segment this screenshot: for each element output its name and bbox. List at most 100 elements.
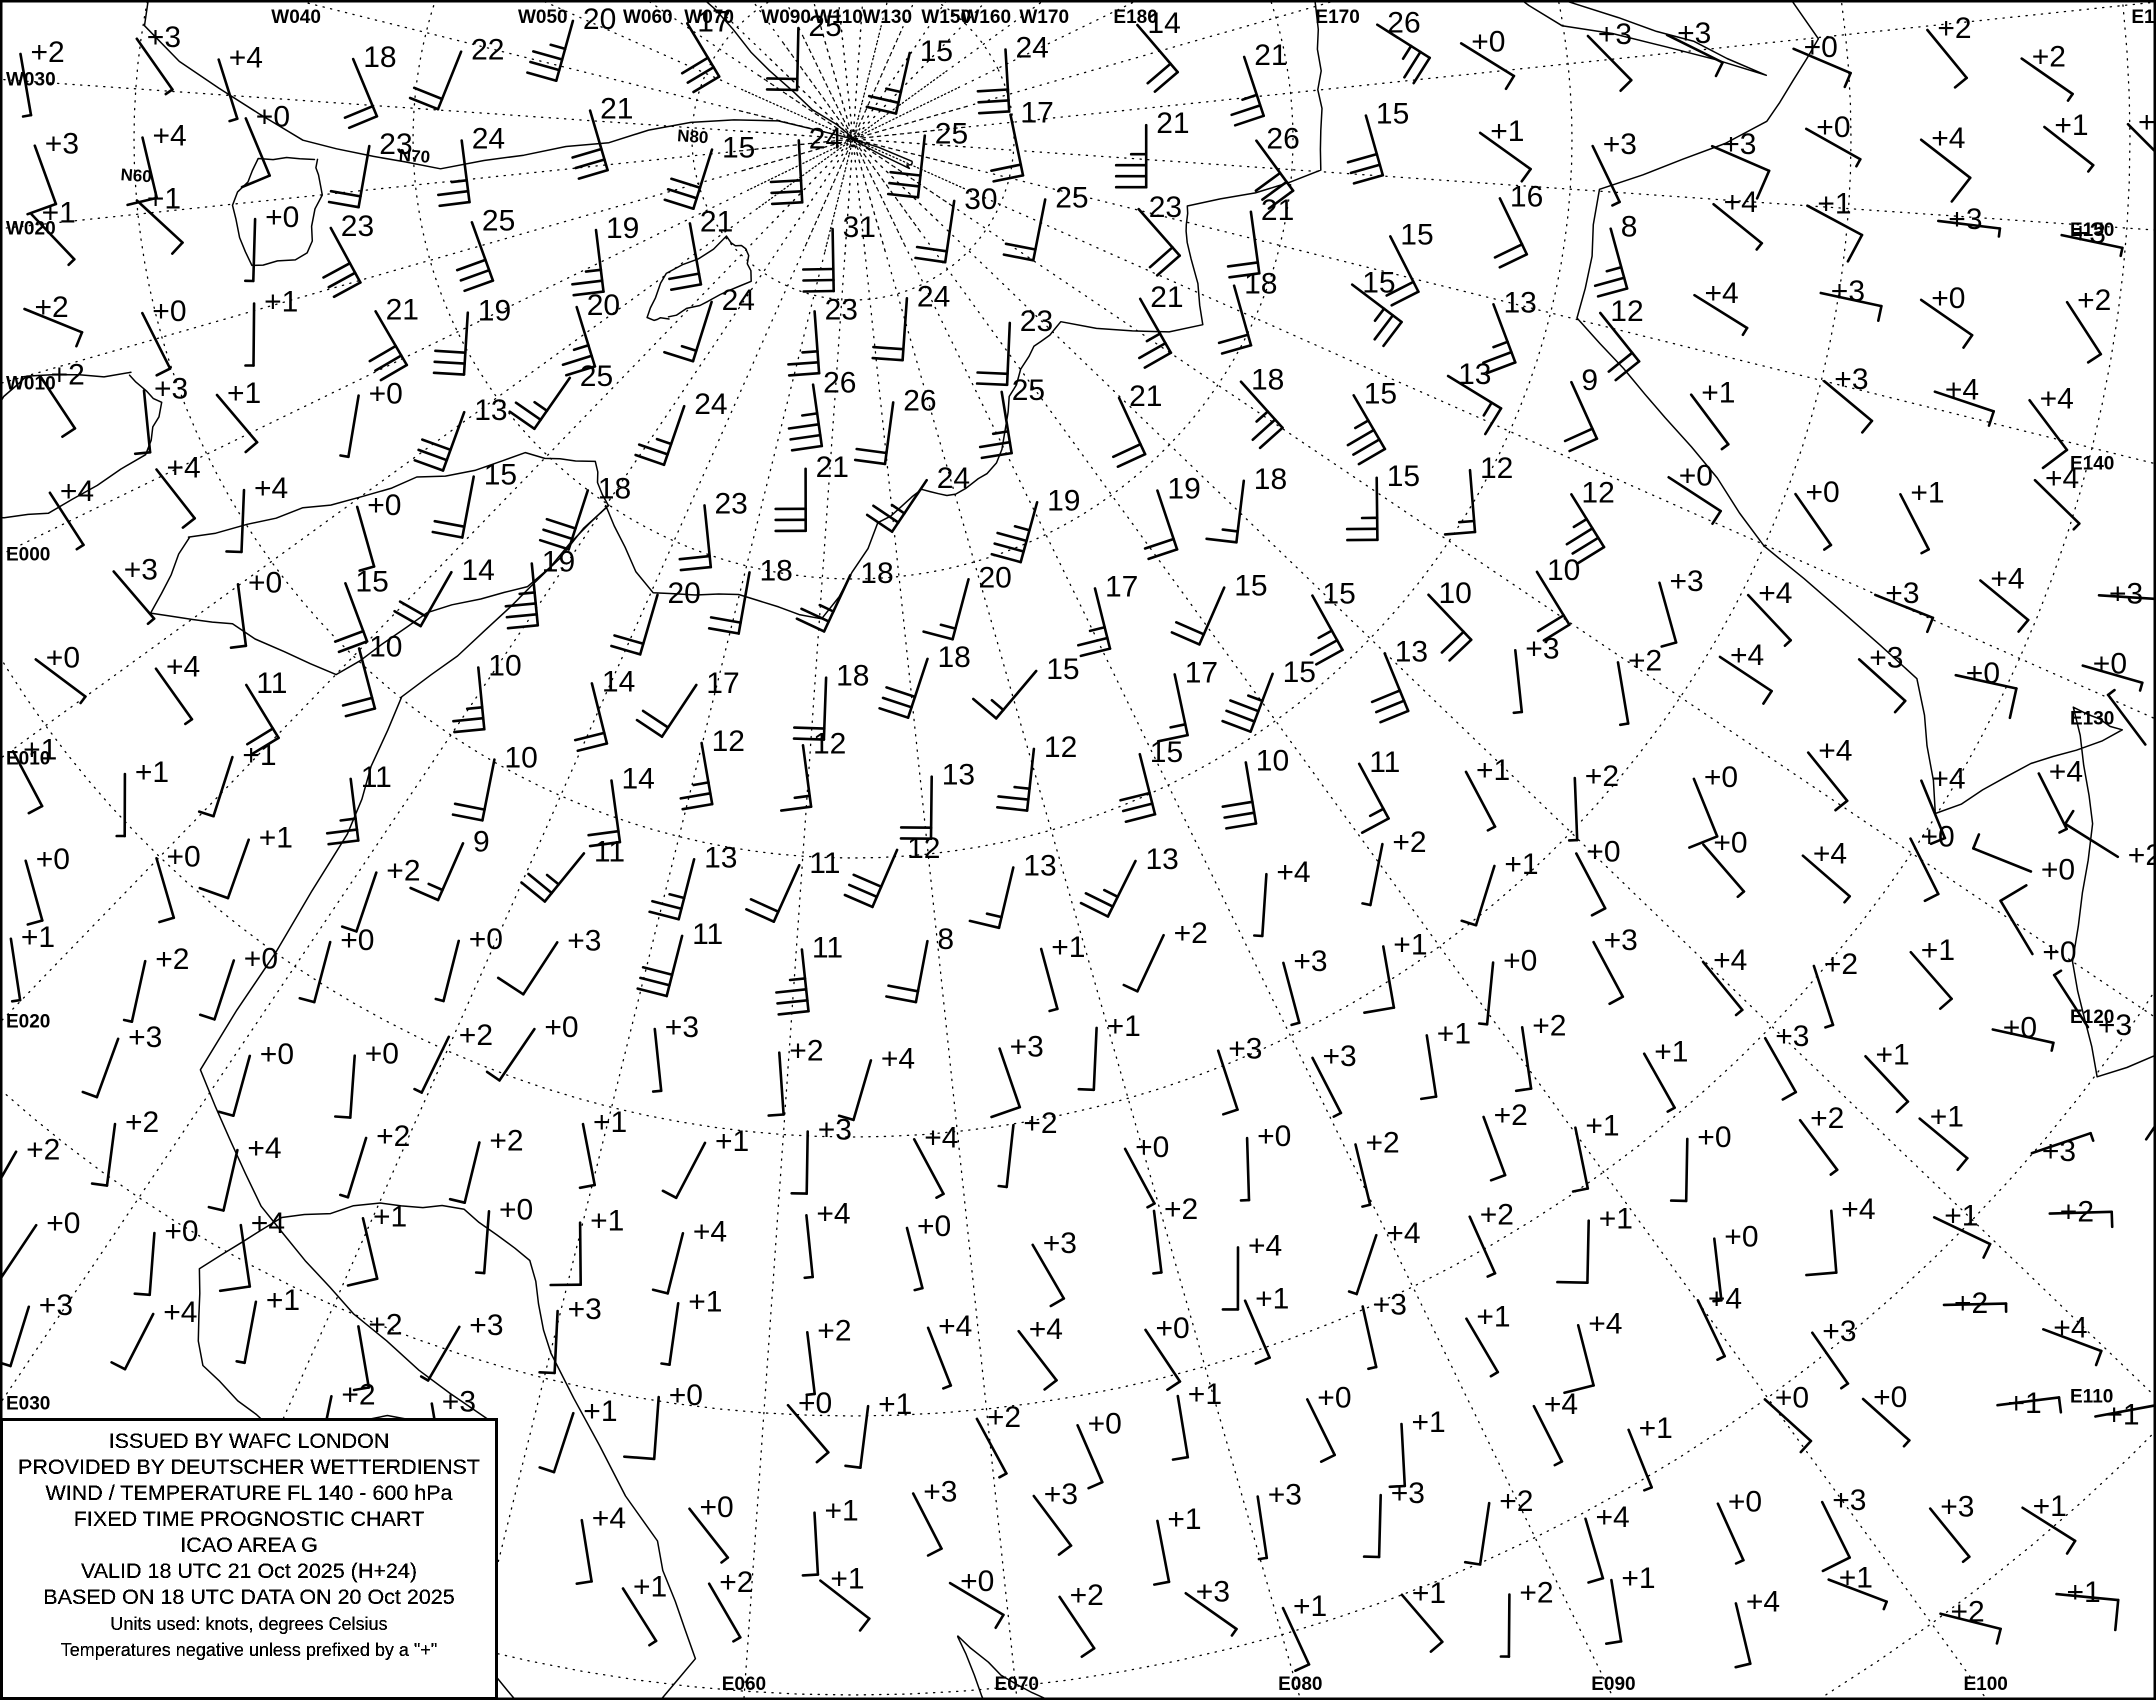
svg-text:19: 19: [478, 295, 511, 328]
svg-text:Units used: knots, degrees Cel: Units used: knots, degrees Celsius: [110, 1614, 387, 1634]
svg-text:E150: E150: [2070, 220, 2114, 241]
svg-text:+3: +3: [1010, 1031, 1044, 1064]
svg-text:15: 15: [920, 35, 953, 68]
svg-text:13: 13: [1146, 843, 1179, 876]
svg-text:+3: +3: [1722, 128, 1756, 161]
svg-text:+3: +3: [1598, 18, 1632, 51]
svg-text:+3: +3: [665, 1011, 699, 1044]
svg-text:+4: +4: [2049, 756, 2083, 789]
svg-text:15: 15: [1364, 377, 1397, 410]
svg-text:+4: +4: [1708, 1282, 1742, 1315]
svg-text:+4: +4: [1818, 735, 1852, 768]
svg-text:+3: +3: [567, 924, 601, 957]
svg-text:+0: +0: [1088, 1407, 1122, 1440]
svg-text:19: 19: [542, 546, 575, 579]
svg-text:12: 12: [907, 832, 940, 865]
svg-text:+4: +4: [693, 1215, 727, 1248]
svg-text:21: 21: [1254, 39, 1287, 72]
svg-text:+1: +1: [1817, 188, 1851, 221]
svg-text:14: 14: [461, 554, 494, 587]
svg-text:E010: E010: [6, 748, 50, 769]
svg-text:+1: +1: [1930, 1101, 1964, 1134]
svg-text:13: 13: [474, 394, 507, 427]
svg-text:+3: +3: [1948, 203, 1982, 236]
svg-text:+0: +0: [1503, 945, 1537, 978]
svg-text:+2: +2: [1824, 948, 1858, 981]
svg-text:+1: +1: [1876, 1038, 1910, 1071]
svg-text:8: 8: [1621, 211, 1638, 244]
svg-text:+0: +0: [260, 1038, 294, 1071]
svg-text:W010: W010: [6, 373, 56, 394]
svg-text:+3: +3: [1603, 128, 1637, 161]
svg-text:+1: +1: [1167, 1503, 1201, 1536]
svg-text:+4: +4: [1724, 186, 1758, 219]
svg-text:W130: W130: [862, 7, 912, 28]
svg-text:+0: +0: [1697, 1121, 1731, 1154]
svg-text:20: 20: [668, 577, 701, 610]
svg-text:+1: +1: [373, 1200, 407, 1233]
svg-text:W070: W070: [684, 7, 734, 28]
svg-text:+0: +0: [167, 840, 201, 873]
svg-text:20: 20: [587, 289, 620, 322]
svg-text:+2: +2: [1937, 12, 1971, 45]
svg-text:+1: +1: [1188, 1378, 1222, 1411]
svg-text:12: 12: [1610, 295, 1643, 328]
svg-text:+1: +1: [1293, 1590, 1327, 1623]
svg-text:15: 15: [1046, 653, 1079, 686]
svg-text:+2: +2: [459, 1019, 493, 1052]
svg-text:14: 14: [622, 763, 655, 796]
svg-text:26: 26: [1266, 123, 1299, 156]
svg-text:+1: +1: [227, 377, 261, 410]
svg-text:12: 12: [813, 727, 846, 760]
svg-text:13: 13: [1023, 850, 1056, 883]
svg-text:+4: +4: [1841, 1193, 1875, 1226]
svg-text:14: 14: [602, 665, 635, 698]
svg-text:25: 25: [482, 204, 515, 237]
svg-text:+2: +2: [2032, 41, 2066, 74]
svg-text:+4: +4: [1276, 856, 1310, 889]
svg-text:+4: +4: [153, 120, 187, 153]
svg-text:15: 15: [1150, 736, 1183, 769]
svg-text:+0: +0: [669, 1379, 703, 1412]
svg-text:+3: +3: [1228, 1033, 1262, 1066]
svg-text:+4: +4: [254, 472, 288, 505]
svg-text:21: 21: [1129, 380, 1162, 413]
svg-text:W150: W150: [921, 7, 971, 28]
svg-text:+3: +3: [1775, 1020, 1809, 1053]
svg-text:+2: +2: [368, 1308, 402, 1341]
svg-text:+3: +3: [1525, 632, 1559, 665]
svg-text:+0: +0: [2093, 648, 2127, 681]
svg-text:+1: +1: [1412, 1406, 1446, 1439]
svg-text:21: 21: [1261, 194, 1294, 227]
svg-text:11: 11: [809, 847, 840, 880]
svg-text:26: 26: [823, 367, 856, 400]
svg-text:25: 25: [580, 360, 613, 393]
svg-text:+4: +4: [1931, 122, 1965, 155]
svg-text:+4: +4: [247, 1132, 281, 1165]
svg-text:+1: +1: [21, 921, 55, 954]
svg-text:W030: W030: [6, 70, 56, 91]
svg-text:+3: +3: [147, 21, 181, 54]
svg-text:+1: +1: [715, 1125, 749, 1158]
svg-text:10: 10: [488, 650, 521, 683]
svg-text:21: 21: [700, 205, 733, 238]
svg-text:+2: +2: [155, 943, 189, 976]
svg-text:15: 15: [1322, 578, 1355, 611]
svg-text:+1: +1: [1476, 1301, 1510, 1334]
svg-text:+3: +3: [1670, 565, 1704, 598]
svg-text:+4: +4: [1596, 1501, 1630, 1534]
svg-text:23: 23: [825, 293, 858, 326]
svg-text:+2: +2: [386, 855, 420, 888]
svg-text:+3: +3: [923, 1476, 957, 1509]
svg-text:21: 21: [816, 451, 849, 484]
svg-text:+2: +2: [2128, 839, 2156, 872]
svg-text:+0: +0: [1873, 1381, 1907, 1414]
svg-text:+4: +4: [1588, 1307, 1622, 1340]
svg-text:+2: +2: [489, 1125, 523, 1158]
svg-text:18: 18: [760, 554, 793, 587]
svg-text:+4: +4: [924, 1121, 958, 1154]
svg-text:+1: +1: [1585, 1110, 1619, 1143]
svg-text:+2: +2: [719, 1566, 753, 1599]
svg-text:+2: +2: [1164, 1193, 1198, 1226]
svg-text:13: 13: [1458, 358, 1491, 391]
